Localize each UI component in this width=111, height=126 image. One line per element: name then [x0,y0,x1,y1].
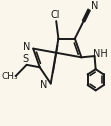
Text: NH: NH [93,49,107,59]
Text: N: N [41,80,48,90]
Text: Cl: Cl [50,10,60,20]
Text: N: N [23,42,30,52]
Text: S: S [22,54,29,64]
Text: N: N [91,1,98,11]
Text: CH₃: CH₃ [2,72,19,81]
